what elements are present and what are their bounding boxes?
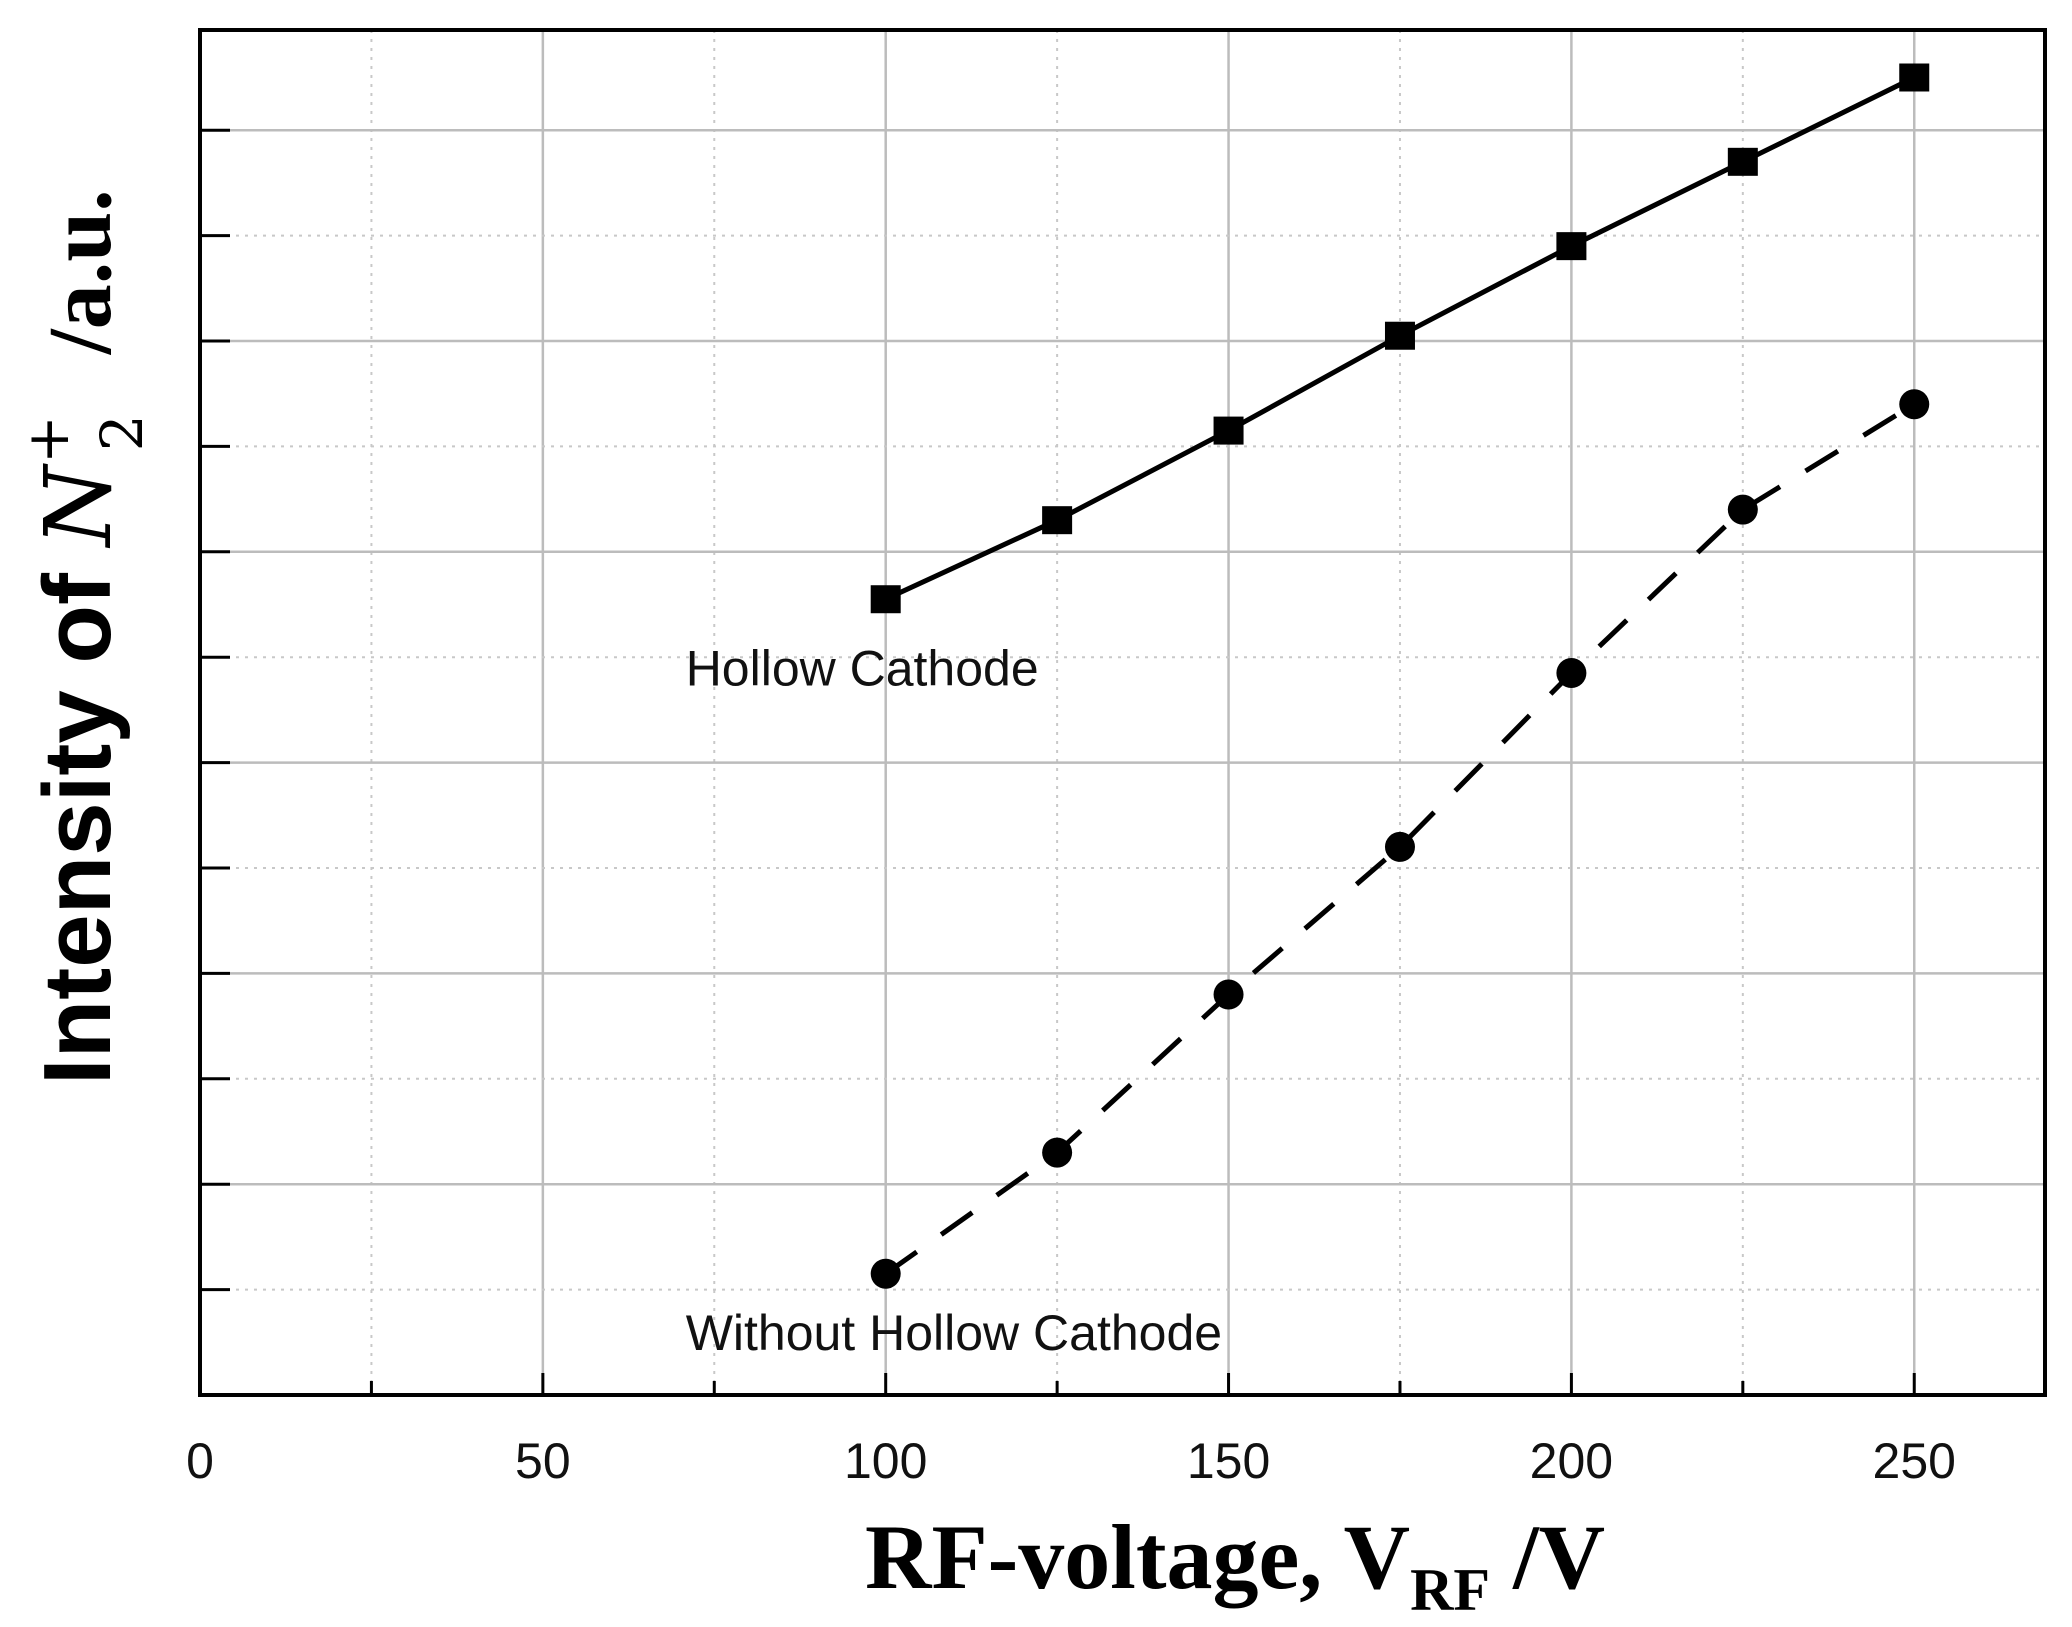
y-axis-label: Intensity of N+ 2/a.u. (14, 189, 156, 1085)
series-1-point (1727, 147, 1758, 176)
y-axis-label-subscript: 2 (88, 414, 156, 451)
series-2-point (1899, 389, 1930, 420)
grid-lines (200, 30, 2045, 1395)
y-axis-label-symbol: N (25, 462, 132, 548)
y-axis-label-superscript: + (14, 415, 82, 464)
x-axis-label-main: RF-voltage, V (865, 1506, 1410, 1608)
series-2-point (1727, 494, 1758, 525)
svg-text:Intensity of N+2/a.u.: Intensity of N+ 2/a.u. (14, 189, 156, 1085)
y-axis-label-suffix: /a.u. (31, 189, 130, 355)
series-2-point (1213, 979, 1244, 1010)
x-tick-label: 250 (1873, 1433, 1956, 1489)
x-axis-label-unit: /V (1490, 1506, 1605, 1608)
series-1-point (1042, 506, 1073, 535)
plot-frame (198, 28, 2047, 1397)
x-tick-label: 200 (1530, 1433, 1613, 1489)
series-2-point (1384, 831, 1415, 862)
annotation-label: Hollow Cathode (686, 641, 1039, 697)
x-axis-label-subscript: RF (1410, 1557, 1490, 1623)
series-2-point (1556, 658, 1587, 689)
x-tick-label: 100 (844, 1433, 927, 1489)
annotation-label: Without Hollow Cathode (686, 1305, 1222, 1361)
series-layer (870, 63, 1930, 1289)
series-1-point (1213, 416, 1244, 445)
series-1-point (1556, 232, 1587, 261)
series-2-point (1042, 1137, 1073, 1168)
series-2-point (870, 1258, 901, 1289)
y-axis-label-prefix: Intensity of (24, 546, 131, 1085)
series-1-point (1899, 63, 1930, 92)
x-axis-label: RF-voltage, VRF /V (865, 1506, 1605, 1623)
x-tick-label: 150 (1187, 1433, 1270, 1489)
series-1-point (870, 585, 901, 614)
x-axis-ticks: 0 50 100 150 200 250 (186, 1373, 1956, 1489)
annotation-layer: Hollow Cathode Without Hollow Cathode (686, 641, 1222, 1361)
x-tick-label: 50 (515, 1433, 571, 1489)
x-tick-label: 0 (186, 1433, 214, 1489)
series-1-point (1384, 321, 1415, 350)
